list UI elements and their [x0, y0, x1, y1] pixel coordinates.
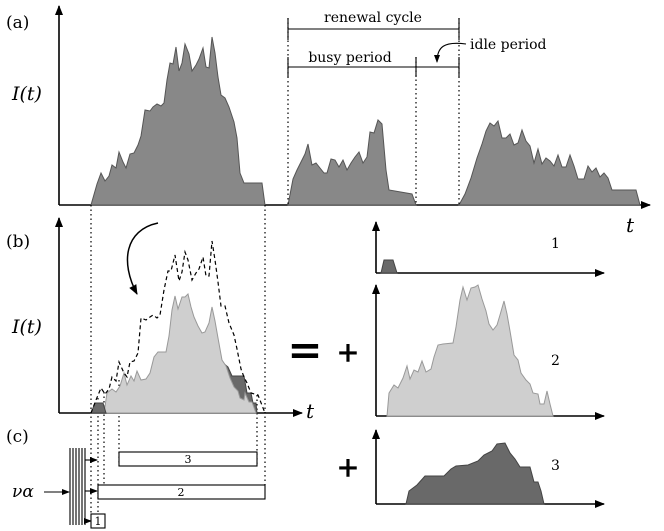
total-intensity-envelope — [90, 240, 266, 414]
component-3-area — [405, 442, 545, 505]
x-axis-label-b: t — [306, 399, 315, 423]
arrival-source-stack — [69, 448, 86, 525]
panel-label-c: (c) — [6, 427, 29, 447]
idle-period-label: idle period — [470, 37, 546, 53]
arrival-rate-label: να — [12, 482, 34, 502]
component-2-label: 2 — [551, 353, 560, 369]
renewal-cycle-label: renewal cycle — [324, 10, 422, 26]
busy-period-label: busy period — [308, 50, 391, 66]
busy-period-1-area — [90, 36, 266, 206]
component-2-area-b — [103, 293, 257, 414]
busy-period-2-area — [287, 119, 417, 206]
job-box-3 — [118, 451, 258, 467]
y-axis-label-a: I(t) — [11, 83, 42, 105]
job-box-1 — [90, 513, 106, 529]
plus-sign-3: + — [336, 451, 359, 484]
component-3-label: 3 — [551, 458, 560, 474]
busy-period-3-area — [458, 119, 641, 206]
panel-label-b: (b) — [6, 232, 30, 252]
idle-period-pointer — [434, 42, 467, 63]
equals-sign: = — [287, 325, 322, 374]
component-2-area — [386, 284, 554, 417]
job-box-1-label: 1 — [95, 515, 102, 528]
job-box-2 — [97, 484, 266, 500]
component-1-label: 1 — [551, 236, 560, 252]
x-axis-label-a: t — [626, 213, 635, 237]
job-box-3-label: 3 — [185, 453, 192, 466]
panel-label-a: (a) — [6, 13, 29, 33]
job-box-2-label: 2 — [178, 486, 185, 499]
plus-sign-2: + — [336, 336, 359, 369]
component-1-area-b — [90, 402, 107, 414]
component-1-area — [380, 259, 398, 274]
decomposition-arrow — [126, 222, 159, 295]
y-axis-label-b: I(t) — [11, 316, 42, 338]
